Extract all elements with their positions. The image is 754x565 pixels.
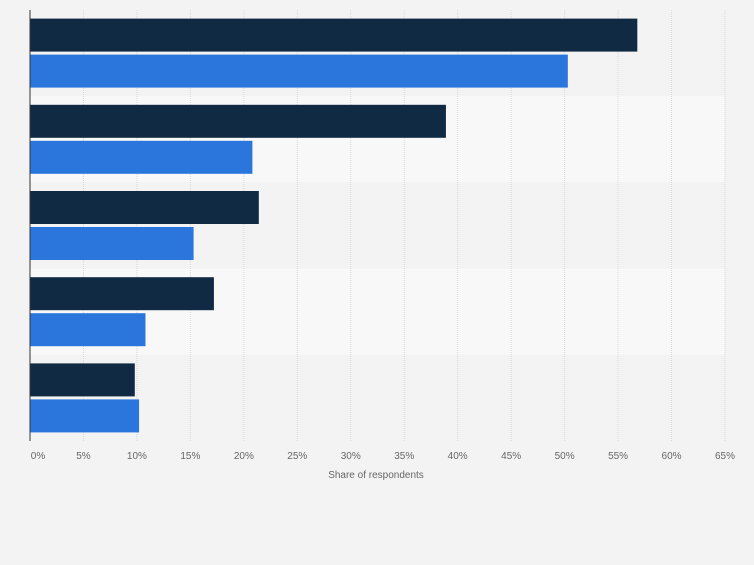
bar-series-1[interactable] xyxy=(30,277,214,311)
bar-series-2[interactable] xyxy=(30,54,568,88)
x-tick-label: 35% xyxy=(394,451,414,462)
x-tick-label: 20% xyxy=(234,451,254,462)
bar-series-1[interactable] xyxy=(30,191,259,224)
bar-series-2[interactable] xyxy=(30,140,253,174)
bar-series-1[interactable] xyxy=(30,363,135,397)
x-tick-label: 50% xyxy=(555,451,575,462)
category-bands xyxy=(30,10,725,441)
bar-series-1[interactable] xyxy=(30,18,638,52)
x-tick-labels: 0% 5% 10% 15% 20% 25% 30% 35% 40% 45% 50% 55% 60% 65% xyxy=(31,451,735,462)
x-tick-label: 45% xyxy=(501,451,521,462)
x-tick-label: 0% xyxy=(31,451,46,462)
bars xyxy=(30,18,638,433)
x-axis-title: Share of respondents xyxy=(328,470,424,481)
x-tick-label: 15% xyxy=(180,451,200,462)
x-tick-label: 5% xyxy=(76,451,91,462)
x-tick-label: 30% xyxy=(341,451,361,462)
bar-series-2[interactable] xyxy=(30,227,194,260)
x-tick-label: 40% xyxy=(448,451,468,462)
bar-series-2[interactable] xyxy=(30,313,146,347)
x-tick-label: 10% xyxy=(127,451,147,462)
x-tick-label: 55% xyxy=(608,451,628,462)
x-tick-label: 25% xyxy=(287,451,307,462)
x-tick-label: 60% xyxy=(662,451,682,462)
category-band xyxy=(30,354,725,441)
x-tick-label: 65% xyxy=(715,451,735,462)
bar-series-2[interactable] xyxy=(30,399,140,433)
bar-series-1[interactable] xyxy=(30,104,446,138)
